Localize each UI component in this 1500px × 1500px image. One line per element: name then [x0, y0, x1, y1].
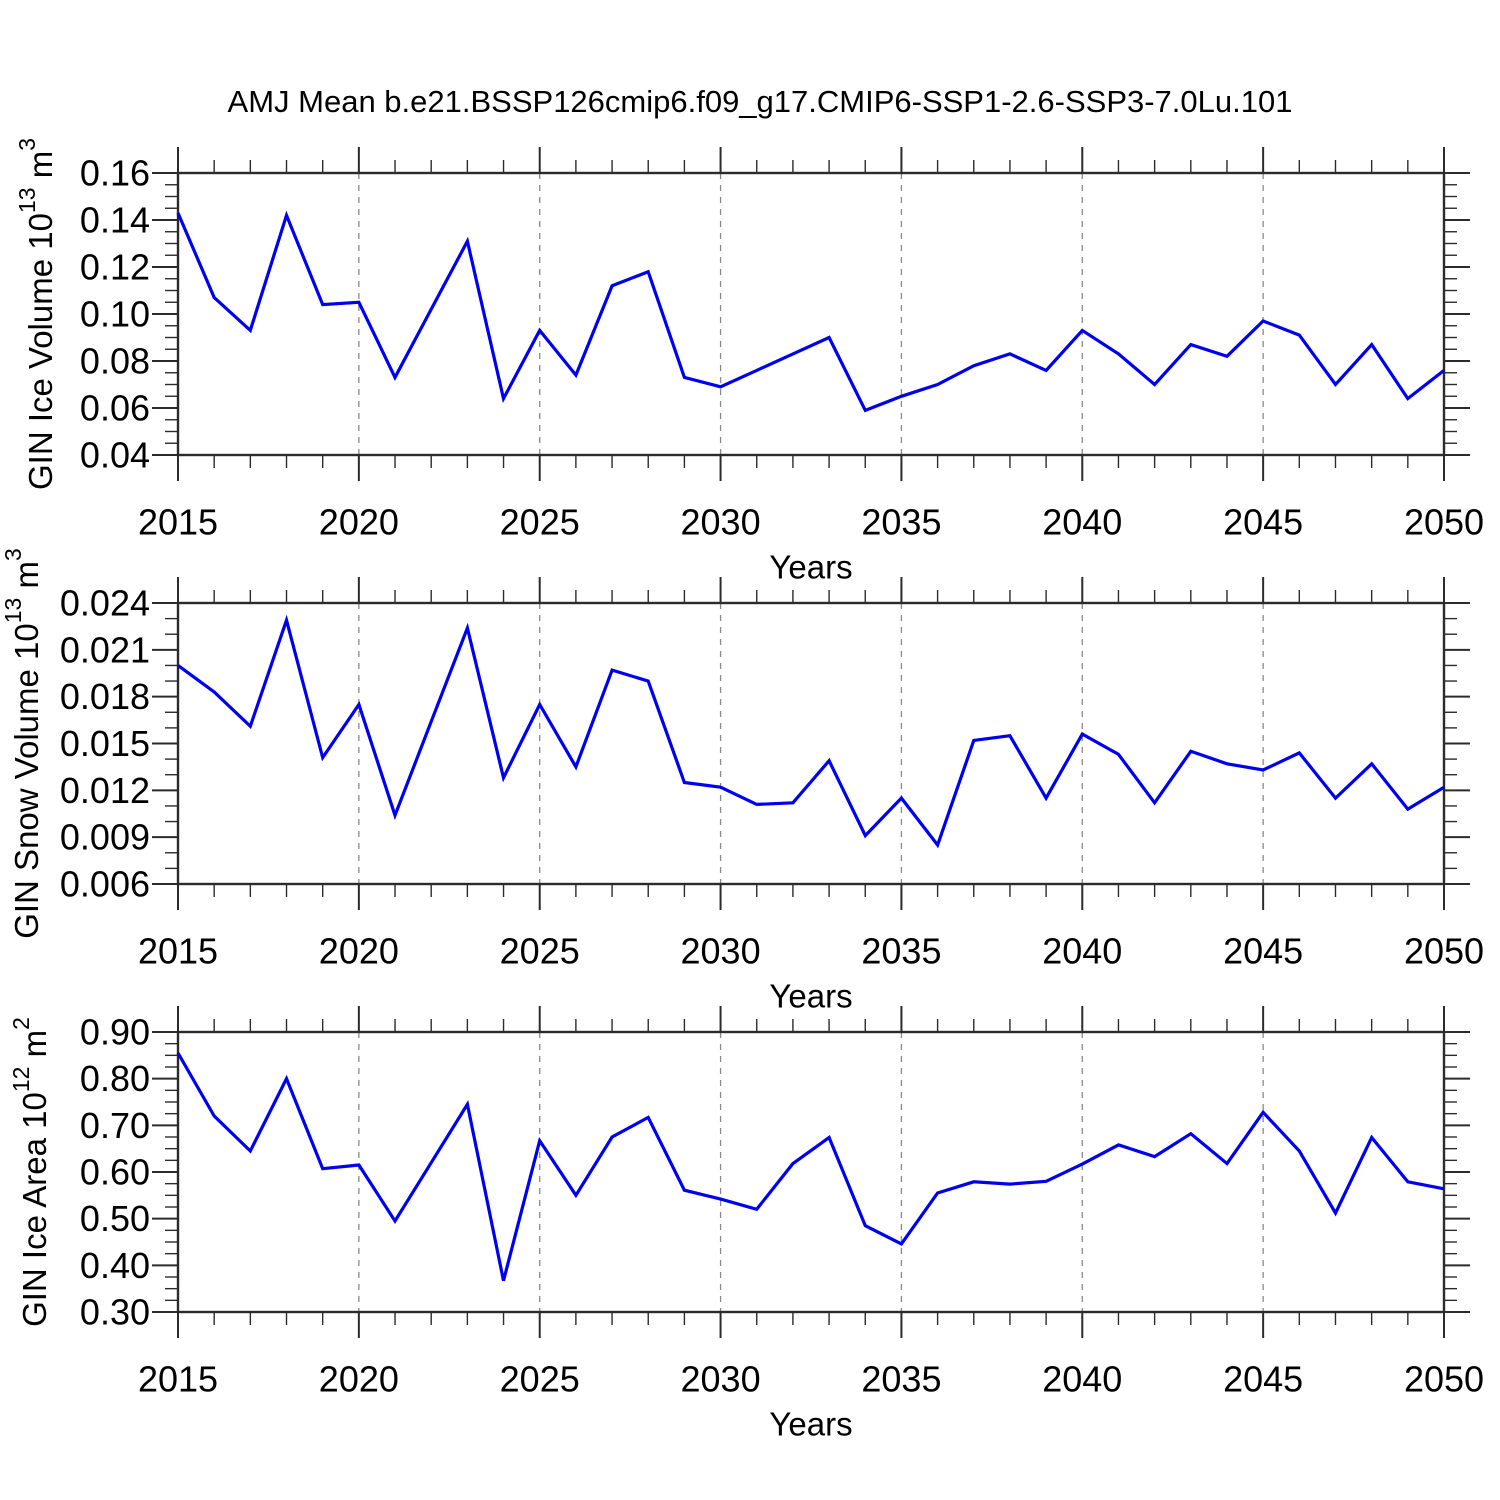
- x-tick-label: 2015: [138, 502, 218, 543]
- x-tick-label: 2040: [1042, 931, 1122, 972]
- y-tick-label: 0.024: [60, 583, 150, 624]
- y-tick-label: 0.10: [80, 294, 150, 335]
- x-tick-label: 2025: [500, 931, 580, 972]
- y-tick-label: 0.009: [60, 817, 150, 858]
- x-axis-title: Years: [769, 549, 852, 586]
- plot-border: [176, 601, 1446, 886]
- x-tick-label: 2025: [500, 1359, 580, 1400]
- gin-snow-volume-line: [177, 614, 1445, 849]
- y-tick-label: 0.021: [60, 629, 150, 670]
- x-tick-label: 2050: [1404, 502, 1484, 543]
- plot-border: [176, 1030, 1446, 1314]
- x-tick-label: 2025: [500, 502, 580, 543]
- x-tick-label: 2015: [138, 1359, 218, 1400]
- plot-border: [176, 171, 1446, 457]
- y-tick-label: 0.30: [80, 1292, 150, 1333]
- y-tick-label: 0.70: [80, 1105, 150, 1146]
- y-tick-label: 0.006: [60, 864, 150, 905]
- x-tick-label: 2030: [681, 1359, 761, 1400]
- y-tick-label: 0.90: [80, 1012, 150, 1053]
- x-axis-title: Years: [769, 978, 852, 1015]
- y-tick-label: 0.14: [80, 200, 150, 241]
- x-axis-title: Years: [769, 1406, 852, 1443]
- y-axis-title: GIN Ice Area 1012 m2: [8, 1017, 53, 1327]
- y-axis-title: GIN Snow Volume 1013 m3: [0, 548, 45, 939]
- x-tick-label: 2020: [319, 502, 399, 543]
- gin-ice-volume-line: [176, 210, 1445, 413]
- y-tick-label: 0.015: [60, 723, 150, 764]
- x-tick-label: 2045: [1223, 1359, 1303, 1400]
- x-tick-label: 2030: [681, 931, 761, 972]
- y-tick-label: 0.40: [80, 1245, 150, 1286]
- gin-ice-area-chart: 2015 2020 2025 2030 2035 2040 2045 2050 Years 0.3…: [8, 1006, 1484, 1443]
- x-tick-label: 2040: [1042, 1359, 1122, 1400]
- y-tick-label: 0.018: [60, 676, 150, 717]
- gin-ice-area-line: [176, 1052, 1445, 1282]
- y-tick-label: 0.12: [80, 247, 150, 288]
- x-tick-label: 2050: [1404, 1359, 1484, 1400]
- y-tick-label: 0.80: [80, 1058, 150, 1099]
- x-tick-label: 2040: [1042, 502, 1122, 543]
- y-tick-label: 0.60: [80, 1152, 150, 1193]
- gin-ice-volume-chart: 2015 2020 2025 2030 2035 2040 2045 2050 Years 0.0…: [14, 138, 1484, 586]
- x-tick-label: 2050: [1404, 931, 1484, 972]
- x-tick-label: 2030: [681, 502, 761, 543]
- y-axis-title: GIN Ice Volume 1013 m3: [14, 138, 59, 490]
- y-tick-label: 0.50: [80, 1198, 150, 1239]
- x-tick-label: 2035: [861, 1359, 941, 1400]
- x-tick-label: 2020: [319, 1359, 399, 1400]
- y-tick-label: 0.06: [80, 388, 150, 429]
- y-tick-label: 0.16: [80, 153, 150, 194]
- x-tick-label: 2035: [861, 502, 941, 543]
- y-tick-label: 0.012: [60, 770, 150, 811]
- x-tick-label: 2035: [861, 931, 941, 972]
- y-tick-label: 0.04: [80, 435, 150, 476]
- figure-title: AMJ Mean b.e21.BSSP126cmip6.f09_g17.CMIP…: [227, 84, 1293, 119]
- gin-snow-volume-chart: 2015 2020 2025 2030 2035 2040 2045 2050 Years 0.0…: [0, 548, 1484, 1014]
- y-tick-label: 0.08: [80, 341, 150, 382]
- x-tick-label: 2015: [138, 931, 218, 972]
- x-tick-label: 2045: [1223, 502, 1303, 543]
- x-tick-label: 2020: [319, 931, 399, 972]
- x-tick-label: 2045: [1223, 931, 1303, 972]
